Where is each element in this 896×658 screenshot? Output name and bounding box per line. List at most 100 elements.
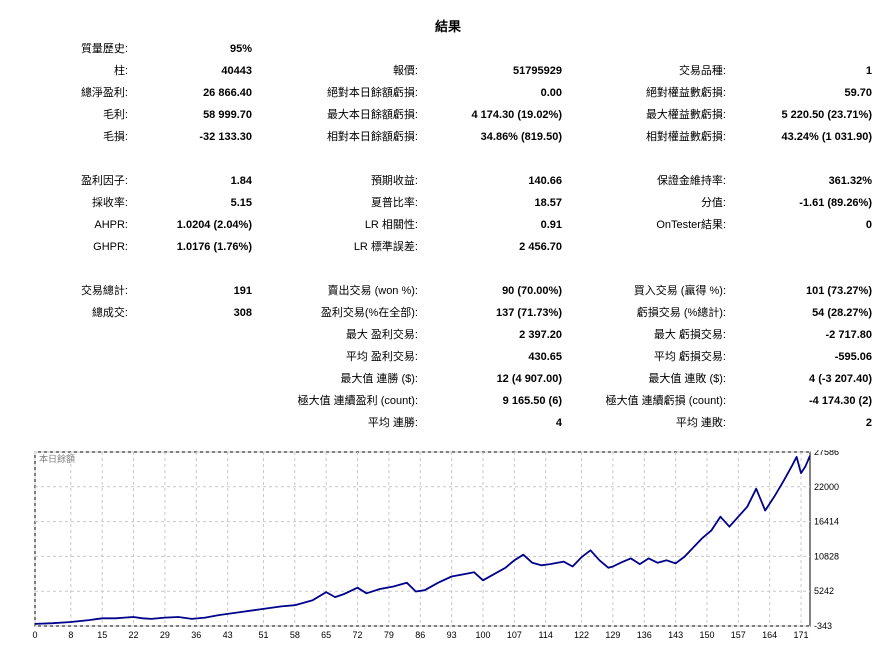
stat-label: 買入交易 (贏得 %):	[633, 285, 726, 297]
stat-label: 交易品種:	[678, 65, 726, 77]
stat-label: 交易總計:	[80, 285, 128, 297]
x-tick-label: 143	[668, 630, 683, 640]
x-tick-label: 150	[699, 630, 714, 640]
stat-label: 盈利交易(%在全部):	[320, 307, 418, 319]
stat-value: 12 (4 907.00)	[496, 373, 562, 385]
stat-label: 柱:	[113, 65, 128, 77]
y-tick-label: 10828	[814, 551, 839, 561]
stat-value: -1.61 (89.26%)	[799, 197, 872, 209]
stat-value: 9 165.50 (6)	[502, 395, 562, 407]
stat-value: 1.0204 (2.04%)	[176, 219, 252, 231]
x-tick-label: 171	[794, 630, 809, 640]
stat-label: 毛利:	[102, 109, 128, 121]
stats-row: 總淨盈利: 26 866.40 絕對本日餘額虧損: 0.00 絕對權益數虧損: 59.70	[0, 82, 896, 104]
stat-label: 夏普比率:	[370, 197, 418, 209]
stat-value: 2 397.20	[519, 329, 562, 341]
stat-value: 140.66	[528, 175, 562, 187]
stats-row: 交易總計: 191 賣出交易 (won %): 90 (70.00%) 買入交易 (贏得…	[0, 280, 896, 302]
stats-row: 平均 盈利交易: 430.65 平均 虧損交易: -595.06	[0, 346, 896, 368]
stat-value: 137 (71.73%)	[495, 307, 562, 319]
x-tick-label: 164	[762, 630, 777, 640]
stat-value: 0.00	[540, 87, 562, 99]
x-tick-label: 114	[539, 630, 553, 640]
stat-value: 2 456.70	[519, 241, 562, 253]
stats-row: AHPR: 1.0204 (2.04%) LR 相關性: 0.91 OnTester結果…	[0, 214, 896, 236]
stat-value: 308	[233, 307, 252, 319]
stat-value: -32 133.30	[199, 131, 252, 143]
stat-value: 59.70	[844, 87, 872, 99]
balance-series-line	[34, 455, 811, 625]
stat-label: 平均 連勝:	[367, 417, 418, 429]
stats-row: 總成交: 308 盈利交易(%在全部): 137 (71.73%) 虧損交易 (%總計)…	[0, 302, 896, 324]
x-tick-label: 36	[191, 630, 201, 640]
stat-label: LR 相關性:	[364, 219, 418, 231]
y-tick-label: 27586	[814, 450, 839, 457]
stat-label: 平均 連敗:	[675, 417, 726, 429]
stat-value: 43.24% (1 031.90)	[781, 131, 872, 143]
stat-label: 極大值 連續盈利 (count):	[297, 395, 418, 407]
x-tick-label: 79	[384, 630, 394, 640]
stat-value: 4 174.30 (19.02%)	[471, 109, 562, 121]
stat-label: 最大值 連勝 ($):	[340, 373, 418, 385]
stat-value: 51795929	[513, 65, 562, 77]
y-tick-label: 16414	[814, 517, 839, 527]
stat-label: 質量歷史:	[80, 43, 128, 55]
stat-value: 430.65	[528, 351, 562, 363]
x-tick-label: 43	[223, 630, 233, 640]
stats-row: 質量歷史: 95%	[0, 38, 896, 60]
stat-label: LR 標準誤差:	[353, 241, 418, 253]
stat-label: 盈利因子:	[80, 175, 128, 187]
stats-row	[0, 148, 896, 170]
stats-row: 毛利: 58 999.70 最大本日餘額虧損: 4 174.30 (19.02%) 最大…	[0, 104, 896, 126]
stat-value: 58 999.70	[203, 109, 252, 121]
stats-row: 平均 連勝: 4 平均 連敗: 2	[0, 412, 896, 434]
x-tick-label: 157	[731, 630, 746, 640]
stat-value: 361.32%	[828, 175, 872, 187]
stat-value: 90 (70.00%)	[502, 285, 562, 297]
x-tick-label: 86	[415, 630, 425, 640]
stat-label: 毛損:	[102, 131, 128, 143]
stat-label: 保證金維持率:	[656, 175, 726, 187]
stat-value: 1.0176 (1.76%)	[176, 241, 252, 253]
stats-row: 盈利因子: 1.84 預期收益: 140.66 保證金維持率: 361.32%	[0, 170, 896, 192]
stat-value: 34.86% (819.50)	[480, 131, 562, 143]
stat-label: 相對權益數虧損:	[645, 131, 726, 143]
stat-label: 總淨盈利:	[80, 87, 128, 99]
stat-label: 最大值 連敗 ($):	[648, 373, 726, 385]
stat-label: 極大值 連續虧損 (count):	[605, 395, 726, 407]
stat-value: -4 174.30 (2)	[809, 395, 872, 407]
stat-value: 40443	[221, 65, 252, 77]
stat-value: 5.15	[230, 197, 252, 209]
stat-value: 191	[233, 285, 252, 297]
x-tick-label: 0	[32, 630, 37, 640]
stat-label: 平均 虧損交易:	[653, 351, 726, 363]
x-tick-label: 29	[160, 630, 170, 640]
stat-label: 總成交:	[91, 307, 128, 319]
stats-row: 最大值 連勝 ($): 12 (4 907.00) 最大值 連敗 ($): 4 (-3…	[0, 368, 896, 390]
stat-label: 預期收益:	[370, 175, 418, 187]
stats-row	[0, 258, 896, 280]
stat-value: 4 (-3 207.40)	[809, 373, 872, 385]
balance-chart: 0 8 15 22 29 36 43 51 58 65 72 79 86 93 100 107 114 122 12…	[30, 447, 870, 650]
stat-label: 報價:	[392, 65, 418, 77]
x-tick-label: 51	[258, 630, 268, 640]
x-tick-label: 93	[447, 630, 457, 640]
stat-value: -595.06	[834, 351, 872, 363]
x-tick-label: 15	[97, 630, 107, 640]
x-tick-label: 107	[507, 630, 522, 640]
stat-value: 101 (73.27%)	[805, 285, 872, 297]
stats-row: 最大 盈利交易: 2 397.20 最大 虧損交易: -2 717.80	[0, 324, 896, 346]
stats-row: GHPR: 1.0176 (1.76%) LR 標準誤差: 2 456.70	[0, 236, 896, 258]
stat-value: -2 717.80	[825, 329, 872, 341]
stat-value: 4	[555, 417, 562, 429]
stat-value: 1.84	[230, 175, 252, 187]
stat-label: OnTester結果:	[656, 219, 726, 231]
stat-label: AHPR:	[94, 219, 128, 231]
x-tick-label: 58	[290, 630, 300, 640]
x-tick-label: 72	[353, 630, 363, 640]
stats-row: 毛損: -32 133.30 相對本日餘額虧損: 34.86% (819.50) 相對權…	[0, 126, 896, 148]
y-tick-label: 5242	[814, 586, 834, 596]
x-tick-label: 136	[637, 630, 652, 640]
x-tick-label: 100	[475, 630, 490, 640]
x-tick-label: 122	[574, 630, 589, 640]
